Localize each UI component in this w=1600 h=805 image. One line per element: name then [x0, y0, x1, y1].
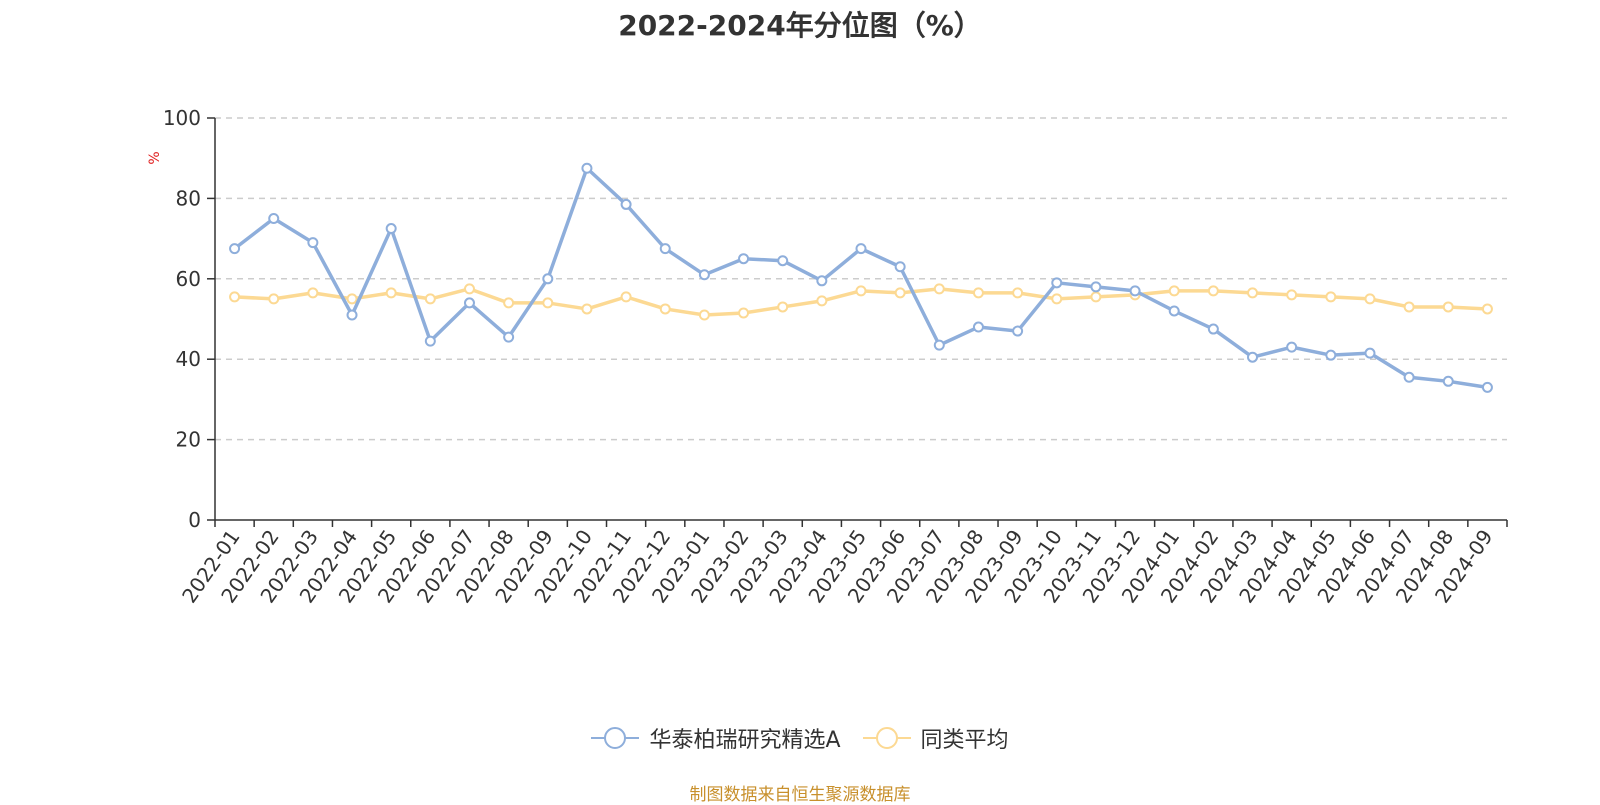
data-point-series-1 — [542, 273, 554, 285]
data-point-series-1 — [1051, 277, 1063, 289]
data-point-series-2 — [894, 287, 906, 299]
data-point-series-2 — [1403, 301, 1415, 313]
data-point-series-2 — [1051, 293, 1063, 305]
data-point-series-2 — [1168, 285, 1180, 297]
chart-title: 2022-2024年分位图（%） — [618, 9, 982, 42]
data-point-series-1 — [1207, 323, 1219, 335]
data-point-series-2 — [933, 283, 945, 295]
data-point-series-1 — [1012, 325, 1024, 337]
legend-item-series-1[interactable]: 华泰柏瑞研究精选A — [591, 722, 841, 754]
data-point-series-1 — [1286, 341, 1298, 353]
data-point-series-1 — [1090, 281, 1102, 293]
data-point-series-1 — [229, 243, 241, 255]
series-line-1 — [233, 166, 1488, 390]
data-point-series-1 — [1168, 305, 1180, 317]
data-point-series-1 — [738, 253, 750, 265]
data-point-series-1 — [463, 297, 475, 309]
data-point-series-2 — [1207, 285, 1219, 297]
data-point-series-1 — [1247, 351, 1259, 363]
y-tick-label: 20 — [176, 428, 201, 452]
source-caption: 制图数据来自恒生聚源数据库 — [689, 785, 911, 805]
y-tick-label: 0 — [188, 508, 201, 532]
data-point-series-2 — [307, 287, 319, 299]
data-point-series-1 — [307, 237, 319, 249]
data-point-series-2 — [1481, 303, 1493, 315]
y-tick-label: 80 — [176, 186, 201, 210]
legend-label-series-2: 同类平均 — [920, 728, 1009, 753]
data-point-series-2 — [816, 295, 828, 307]
data-point-series-2 — [1325, 291, 1337, 303]
data-point-series-2 — [229, 291, 241, 303]
data-point-series-2 — [1090, 291, 1102, 303]
axis-layer: 0204060801002022-012022-022022-032022-04… — [163, 106, 1508, 607]
legend: 华泰柏瑞研究精选A 同类平均 — [0, 722, 1600, 754]
data-point-series-1 — [855, 243, 867, 255]
data-point-series-2 — [620, 291, 632, 303]
data-point-series-1 — [346, 309, 358, 321]
data-point-series-2 — [738, 307, 750, 319]
data-point-series-2 — [503, 297, 515, 309]
data-point-series-1 — [424, 335, 436, 347]
data-point-series-1 — [385, 223, 397, 235]
data-point-series-2 — [698, 309, 710, 321]
data-point-series-1 — [268, 213, 280, 224]
data-point-series-2 — [1247, 287, 1259, 299]
y-tick-label: 60 — [176, 267, 201, 291]
data-point-series-1 — [1481, 381, 1493, 393]
data-point-series-1 — [777, 255, 789, 267]
data-point-series-1 — [894, 261, 906, 273]
data-point-series-2 — [1286, 289, 1298, 301]
data-point-series-2 — [1012, 287, 1024, 299]
legend-item-series-2[interactable]: 同类平均 — [862, 722, 1009, 754]
data-point-series-2 — [268, 293, 280, 305]
legend-marker-series-2 — [862, 726, 911, 750]
y-tick-label: 100 — [163, 106, 201, 130]
data-point-series-1 — [1325, 349, 1337, 361]
data-point-series-1 — [1364, 347, 1376, 359]
data-point-series-2 — [855, 285, 867, 297]
data-point-series-1 — [698, 269, 710, 281]
data-point-series-2 — [659, 303, 671, 315]
data-point-series-2 — [1442, 301, 1454, 313]
data-point-series-2 — [385, 287, 397, 299]
series-layer — [229, 162, 1493, 393]
data-point-series-1 — [581, 162, 593, 174]
data-point-series-1 — [933, 339, 945, 351]
data-point-series-2 — [542, 297, 554, 309]
data-point-series-2 — [972, 287, 984, 299]
data-point-series-1 — [816, 275, 828, 287]
data-point-series-1 — [659, 243, 671, 255]
data-point-series-1 — [1442, 375, 1454, 387]
data-point-series-1 — [503, 331, 515, 343]
data-point-series-2 — [581, 303, 593, 315]
legend-label-series-1: 华泰柏瑞研究精选A — [649, 728, 841, 753]
data-point-series-2 — [424, 293, 436, 305]
data-point-series-2 — [463, 283, 475, 295]
data-point-series-1 — [972, 321, 984, 333]
data-point-series-2 — [1364, 293, 1376, 305]
data-point-series-1 — [620, 198, 632, 210]
data-point-series-2 — [346, 293, 358, 305]
legend-marker-series-1 — [591, 726, 640, 750]
data-point-series-2 — [777, 301, 789, 313]
y-tick-label: 40 — [176, 347, 201, 371]
y-axis-unit-label: % — [147, 151, 163, 164]
data-point-series-1 — [1403, 371, 1415, 383]
data-point-series-1 — [1129, 285, 1141, 297]
